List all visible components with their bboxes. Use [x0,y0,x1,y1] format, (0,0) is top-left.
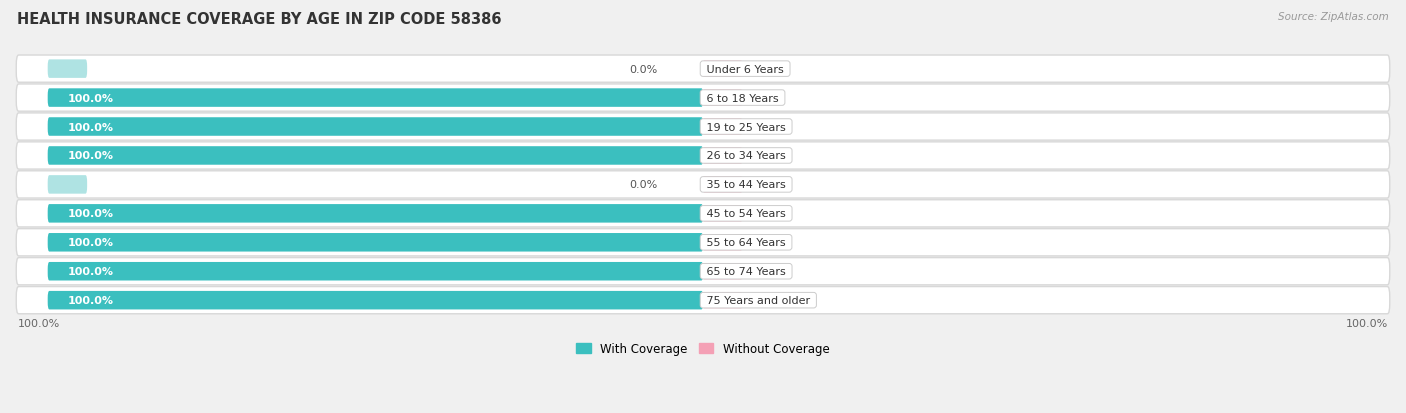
Text: 100.0%: 100.0% [67,238,114,248]
Text: 100.0%: 100.0% [1346,318,1388,328]
FancyBboxPatch shape [17,142,1389,170]
FancyBboxPatch shape [48,118,703,136]
FancyBboxPatch shape [48,262,703,281]
FancyBboxPatch shape [17,229,1389,256]
Text: HEALTH INSURANCE COVERAGE BY AGE IN ZIP CODE 58386: HEALTH INSURANCE COVERAGE BY AGE IN ZIP … [17,12,502,27]
Text: 100.0%: 100.0% [67,266,114,277]
FancyBboxPatch shape [17,171,1389,199]
FancyBboxPatch shape [703,263,742,280]
FancyBboxPatch shape [48,291,703,310]
FancyBboxPatch shape [703,62,742,78]
Text: 100.0%: 100.0% [67,93,114,103]
Text: 35 to 44 Years: 35 to 44 Years [703,180,789,190]
Text: 0.0%: 0.0% [755,180,783,190]
FancyBboxPatch shape [48,176,87,194]
Text: 100.0%: 100.0% [18,318,60,328]
FancyBboxPatch shape [17,200,1389,228]
FancyBboxPatch shape [17,56,1389,83]
FancyBboxPatch shape [48,204,703,223]
Text: 0.0%: 0.0% [755,64,783,74]
FancyBboxPatch shape [703,177,742,193]
Legend: With Coverage, Without Coverage: With Coverage, Without Coverage [572,337,834,360]
Text: 75 Years and older: 75 Years and older [703,295,814,306]
Text: Source: ZipAtlas.com: Source: ZipAtlas.com [1278,12,1389,22]
Text: 0.0%: 0.0% [628,180,657,190]
FancyBboxPatch shape [703,235,742,251]
Text: 100.0%: 100.0% [67,209,114,219]
FancyBboxPatch shape [48,89,703,107]
Text: 0.0%: 0.0% [755,238,783,248]
Text: 0.0%: 0.0% [755,209,783,219]
FancyBboxPatch shape [48,60,87,79]
FancyBboxPatch shape [17,258,1389,285]
Text: 19 to 25 Years: 19 to 25 Years [703,122,789,132]
FancyBboxPatch shape [703,148,742,164]
FancyBboxPatch shape [17,287,1389,314]
FancyBboxPatch shape [703,292,742,309]
Text: 26 to 34 Years: 26 to 34 Years [703,151,789,161]
Text: 0.0%: 0.0% [755,295,783,306]
Text: 0.0%: 0.0% [755,151,783,161]
FancyBboxPatch shape [48,233,703,252]
Text: 100.0%: 100.0% [67,122,114,132]
Text: 45 to 54 Years: 45 to 54 Years [703,209,789,219]
Text: 55 to 64 Years: 55 to 64 Years [703,238,789,248]
Text: 0.0%: 0.0% [755,93,783,103]
FancyBboxPatch shape [703,206,742,222]
Text: Under 6 Years: Under 6 Years [703,64,787,74]
Text: 0.0%: 0.0% [755,122,783,132]
FancyBboxPatch shape [703,90,742,107]
Text: 100.0%: 100.0% [67,151,114,161]
FancyBboxPatch shape [17,114,1389,141]
Text: 6 to 18 Years: 6 to 18 Years [703,93,782,103]
Text: 65 to 74 Years: 65 to 74 Years [703,266,789,277]
FancyBboxPatch shape [48,147,703,165]
Text: 100.0%: 100.0% [67,295,114,306]
FancyBboxPatch shape [703,119,742,135]
Text: 0.0%: 0.0% [755,266,783,277]
FancyBboxPatch shape [17,85,1389,112]
Text: 0.0%: 0.0% [628,64,657,74]
